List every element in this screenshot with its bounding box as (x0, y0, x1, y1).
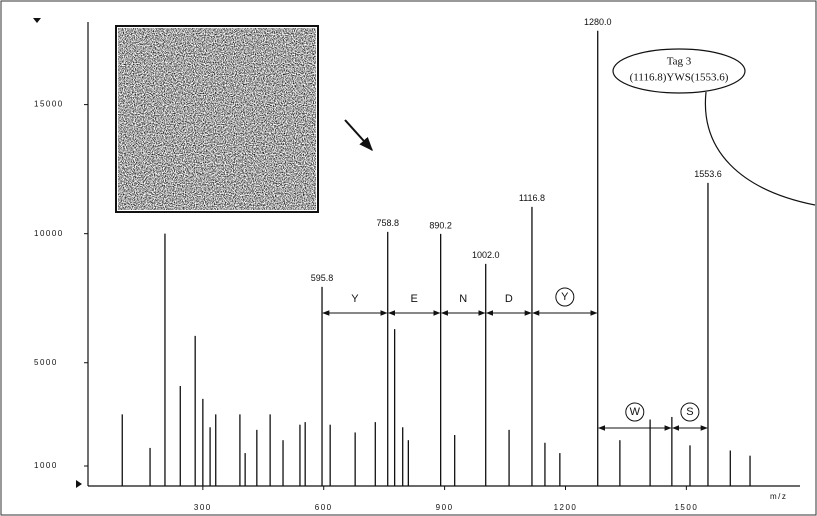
residue-label: N (459, 293, 467, 305)
residue-label: E (411, 293, 418, 305)
x-tick-label: 1200 (554, 503, 578, 512)
x-axis-label: m/z (770, 492, 787, 501)
y-tick-label: 10000 (34, 229, 64, 238)
peak-label: 1116.8 (519, 193, 545, 203)
y-tick-label: 1000 (34, 461, 58, 470)
x-tick-label: 900 (436, 503, 454, 512)
peak-label: 890.2 (429, 220, 452, 230)
peak-label: 595.8 (311, 273, 334, 283)
residue-label: Y (351, 293, 359, 305)
y-tick-label: 15000 (34, 100, 64, 109)
y-tick-label: 5000 (34, 358, 58, 367)
callout-text: (1116.8)YWS(1553.6) (630, 72, 729, 84)
spectrum-chart: Tag 3 (1116.8)YWS(1553.6) m/z 1000 5000 10… (0, 0, 817, 516)
residue-label: D (505, 293, 513, 305)
x-tick-label: 1500 (674, 503, 698, 512)
peak-label: 1002.0 (472, 250, 500, 260)
x-tick-label: 300 (194, 503, 212, 512)
residue-label: S (686, 406, 693, 418)
inset-grain (118, 28, 316, 210)
peak-label: 1280.0 (584, 17, 612, 27)
residue-label: Y (561, 291, 569, 303)
callout-title: Tag 3 (667, 56, 692, 68)
peak-label: 758.8 (376, 218, 399, 228)
x-tick-label: 600 (315, 503, 333, 512)
peak-label: 1553.6 (694, 169, 722, 179)
residue-label: W (630, 406, 641, 418)
